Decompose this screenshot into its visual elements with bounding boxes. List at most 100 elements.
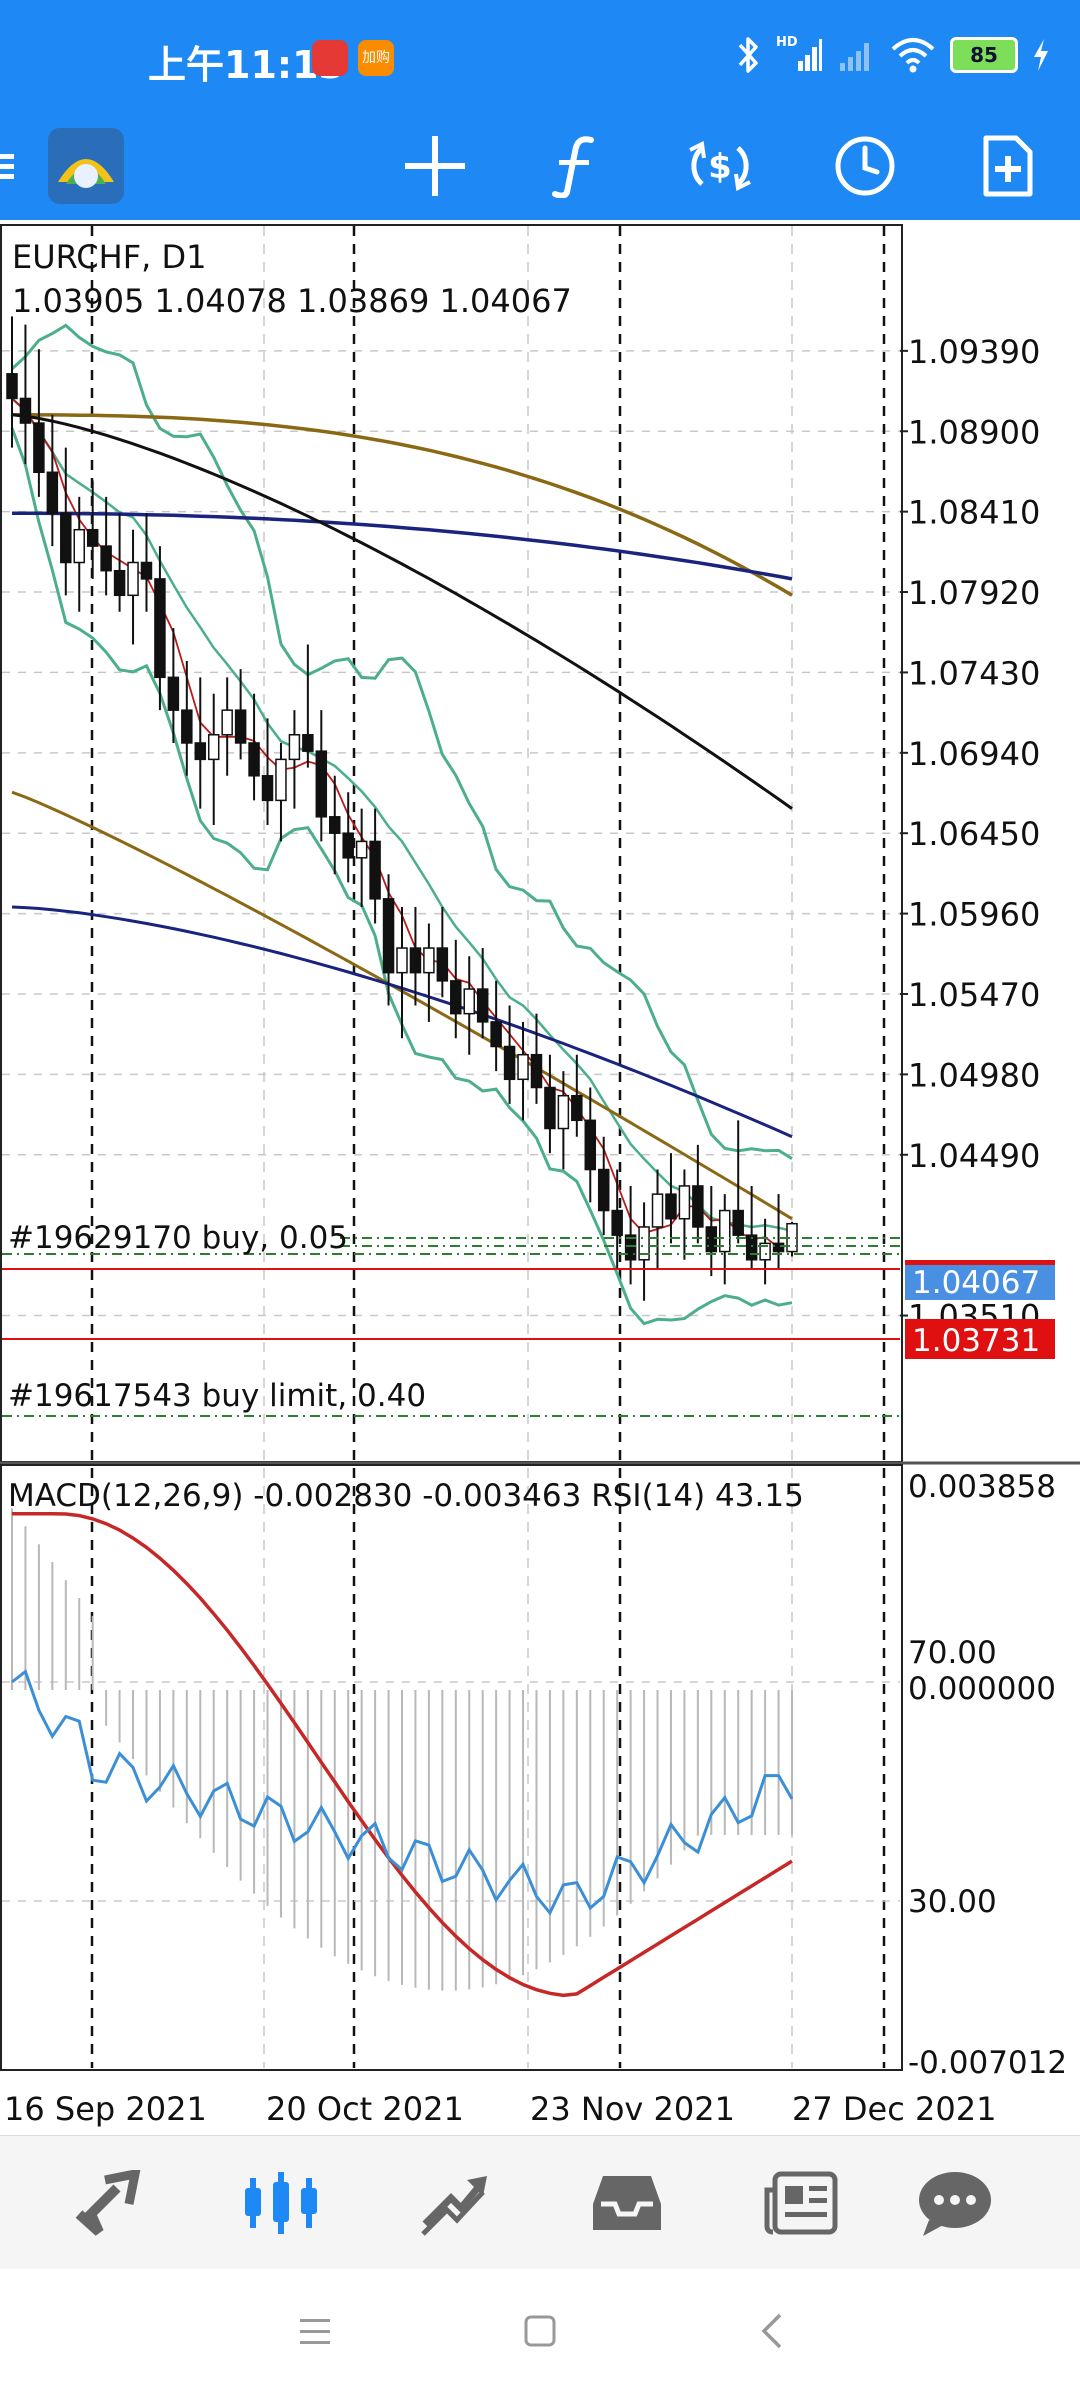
chart-canvas[interactable]: EURCHF, D1 1.03905 1.04078 1.03869 1.040… xyxy=(0,220,1080,2135)
home-icon xyxy=(524,2315,556,2347)
price-tick-label: 1.04490 xyxy=(908,1137,1040,1175)
candle-body xyxy=(409,947,422,974)
indicator-axis-bottom: -0.007012 xyxy=(908,2045,1067,2081)
nav-messages[interactable] xyxy=(900,2156,1010,2250)
chart-area[interactable]: EURCHF, D1 1.03905 1.04078 1.03869 1.040… xyxy=(0,220,1080,2135)
order-lines xyxy=(2,1237,900,1417)
notification-app-icon xyxy=(312,40,348,76)
moving-averages xyxy=(11,397,793,1249)
candle-body xyxy=(719,1209,731,1253)
price-tick-label: 1.07430 xyxy=(908,654,1040,692)
chat-icon xyxy=(919,2172,991,2236)
candle-body xyxy=(181,709,193,744)
svg-text:$: $ xyxy=(708,147,732,187)
candle-body xyxy=(73,528,85,564)
price-tick-label: 1.06450 xyxy=(908,815,1040,853)
price-tick-label: 1.09390 xyxy=(908,333,1040,371)
nav-trade[interactable] xyxy=(400,2156,510,2250)
home-button[interactable] xyxy=(520,2311,560,2355)
signal-weak-icon xyxy=(840,43,869,71)
candle-body xyxy=(369,840,381,900)
nav-chart[interactable] xyxy=(226,2156,336,2250)
bollinger-middle xyxy=(11,397,793,1232)
candle-body xyxy=(140,561,153,580)
recent-apps-button[interactable] xyxy=(296,2311,336,2355)
candle-body xyxy=(651,1193,664,1228)
price-tick-label: 1.06940 xyxy=(908,735,1040,773)
candle-body xyxy=(19,397,32,424)
price-axis: 1.09390 1.08900 1.08410 1.07920 1.07430 1.069… xyxy=(900,333,1040,1336)
order-label-buy: #19629170 buy, 0.05 xyxy=(8,1220,348,1256)
candle-body xyxy=(745,1234,758,1261)
candle-body xyxy=(584,1119,597,1171)
date-label-1: 16 Sep 2021 xyxy=(4,2090,207,2128)
candle-body xyxy=(329,816,341,834)
current-price-tag xyxy=(905,1260,1055,1300)
charging-icon xyxy=(1034,39,1048,71)
bollinger-upper xyxy=(10,323,793,1160)
candle-body xyxy=(476,988,489,1023)
ma-brown-long xyxy=(12,413,793,597)
rsi-axis-30: 30.00 xyxy=(908,1884,997,1920)
timeframe-icon xyxy=(835,136,895,196)
candle-body xyxy=(517,1053,529,1081)
wifi-icon xyxy=(891,38,935,73)
candle-body xyxy=(127,561,139,597)
candle-body xyxy=(261,775,274,802)
crosshair-button[interactable] xyxy=(395,126,475,206)
candle-body xyxy=(571,1094,583,1122)
order-label-buy-limit: #19617543 buy limit, 0.40 xyxy=(8,1378,426,1414)
symbol-label: EURCHF, D1 xyxy=(12,238,206,276)
candle-body xyxy=(678,1185,691,1220)
candle-body xyxy=(732,1209,744,1236)
back-icon xyxy=(761,2313,782,2349)
chart-toolbar: $ xyxy=(0,112,1080,220)
menu-button[interactable] xyxy=(0,126,30,206)
bollinger-bands xyxy=(10,323,793,1326)
candle-body xyxy=(355,840,368,859)
quotes-icon xyxy=(75,2170,141,2236)
main-chart-frame xyxy=(0,224,903,1463)
nav-news[interactable] xyxy=(746,2156,856,2250)
candle-body xyxy=(113,569,126,597)
trade-trend-icon xyxy=(421,2176,487,2236)
current-price-label: 1.04067 xyxy=(912,1265,1040,1301)
rsi-line xyxy=(11,1669,794,1916)
trade-icon: $ xyxy=(689,140,751,192)
trade-button[interactable]: $ xyxy=(680,126,760,206)
candle-body xyxy=(692,1185,704,1228)
app-logo-icon xyxy=(48,128,124,204)
candle-body xyxy=(382,898,395,974)
candle-body xyxy=(302,734,314,752)
macd-axis-zero: 0.000000 xyxy=(908,1671,1056,1707)
candle-body xyxy=(46,471,59,515)
inbox-icon xyxy=(593,2176,661,2230)
new-order-button[interactable] xyxy=(968,126,1048,206)
indicator-axis-top: 0.003858 xyxy=(908,1469,1056,1505)
candle-body xyxy=(638,1226,650,1261)
timeframe-button[interactable] xyxy=(825,126,905,206)
nav-history[interactable] xyxy=(572,2156,682,2250)
signal-icon: HD xyxy=(776,35,822,75)
candle-body xyxy=(100,545,112,572)
bluetooth-icon xyxy=(738,37,758,73)
notification-badge-icon: 加购 xyxy=(358,40,394,76)
crosshair-icon xyxy=(405,136,465,196)
ohlc-label: 1.03905 1.04078 1.03869 1.04067 xyxy=(12,282,572,320)
candle-body xyxy=(611,1209,623,1236)
chart-candles-icon xyxy=(245,2172,317,2234)
candlesticks xyxy=(6,316,798,1301)
candle-body xyxy=(60,512,72,564)
ma-fast xyxy=(11,397,793,1249)
price-tick-label: 1.08900 xyxy=(908,413,1040,451)
ma-black xyxy=(11,413,793,810)
ma-navy-long xyxy=(12,511,793,581)
candle-body xyxy=(490,1021,502,1048)
back-button[interactable] xyxy=(752,2309,792,2357)
candle-body xyxy=(234,709,247,744)
app-logo-button[interactable] xyxy=(46,126,126,206)
macd-indicator xyxy=(11,1508,794,1998)
candle-body xyxy=(503,1045,516,1081)
indicators-button[interactable] xyxy=(535,126,615,206)
nav-quotes[interactable] xyxy=(54,2156,164,2250)
